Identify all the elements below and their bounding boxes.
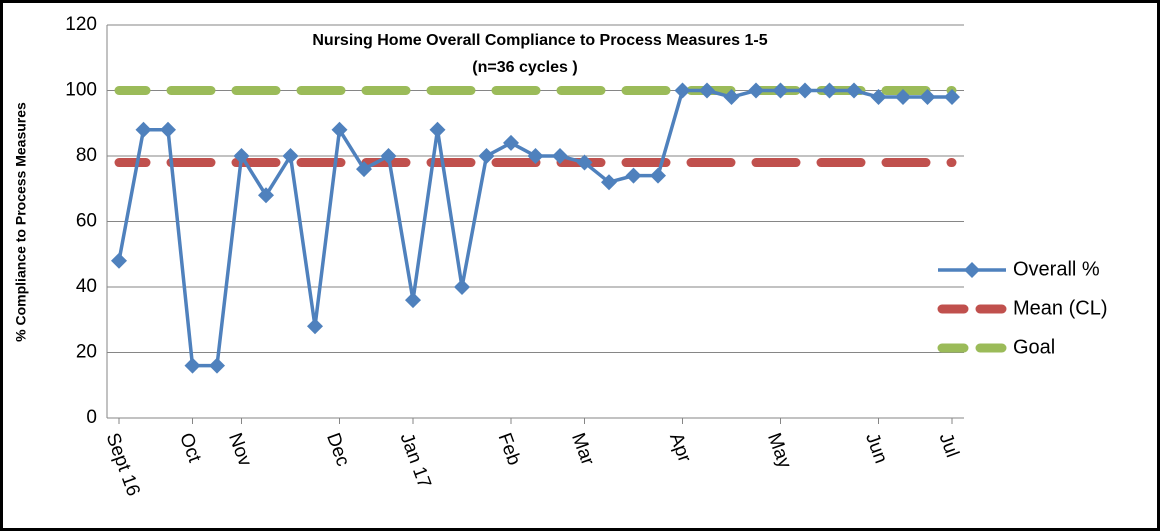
point xyxy=(797,82,813,99)
point xyxy=(772,82,789,99)
legend-label: Goal xyxy=(1013,336,1055,358)
point xyxy=(135,121,152,138)
point xyxy=(552,148,568,164)
y-tick-label: 80 xyxy=(76,145,97,166)
point xyxy=(625,167,642,184)
y-tick-label: 40 xyxy=(76,276,97,297)
legend-label: Overall % xyxy=(1013,258,1100,280)
point xyxy=(282,148,299,164)
point xyxy=(576,154,593,171)
chart-title: Nursing Home Overall Compliance to Proce… xyxy=(312,32,767,49)
point xyxy=(356,161,372,178)
point xyxy=(821,82,838,99)
legend-label: Mean (CL) xyxy=(1013,297,1107,319)
point xyxy=(870,89,887,106)
y-axis-label: % Compliance to Process Measures xyxy=(13,102,29,342)
point xyxy=(723,89,740,106)
point xyxy=(846,82,862,99)
point xyxy=(674,82,691,99)
y-tick-label: 0 xyxy=(86,407,97,428)
point xyxy=(160,121,176,138)
point xyxy=(380,148,397,164)
point xyxy=(478,148,495,164)
point xyxy=(699,82,715,99)
point xyxy=(527,148,544,164)
point xyxy=(184,357,201,374)
y-tick-label: 100 xyxy=(65,80,97,101)
point xyxy=(111,252,127,269)
chart-subtitle: (n=36 cycles ) xyxy=(472,59,577,76)
point xyxy=(503,134,519,151)
legend-marker xyxy=(964,262,980,278)
point xyxy=(209,357,225,374)
point xyxy=(601,174,617,191)
point xyxy=(454,279,470,295)
point xyxy=(650,167,666,184)
point xyxy=(748,82,764,99)
point xyxy=(258,187,274,204)
point xyxy=(331,121,348,138)
point xyxy=(429,121,446,138)
point xyxy=(405,292,421,309)
point xyxy=(307,318,323,335)
point xyxy=(895,89,911,106)
point xyxy=(919,89,936,106)
y-tick-label: 20 xyxy=(76,342,97,363)
point xyxy=(944,89,960,106)
point xyxy=(233,148,250,164)
y-tick-label: 60 xyxy=(76,211,97,232)
y-tick-label: 120 xyxy=(65,14,97,35)
